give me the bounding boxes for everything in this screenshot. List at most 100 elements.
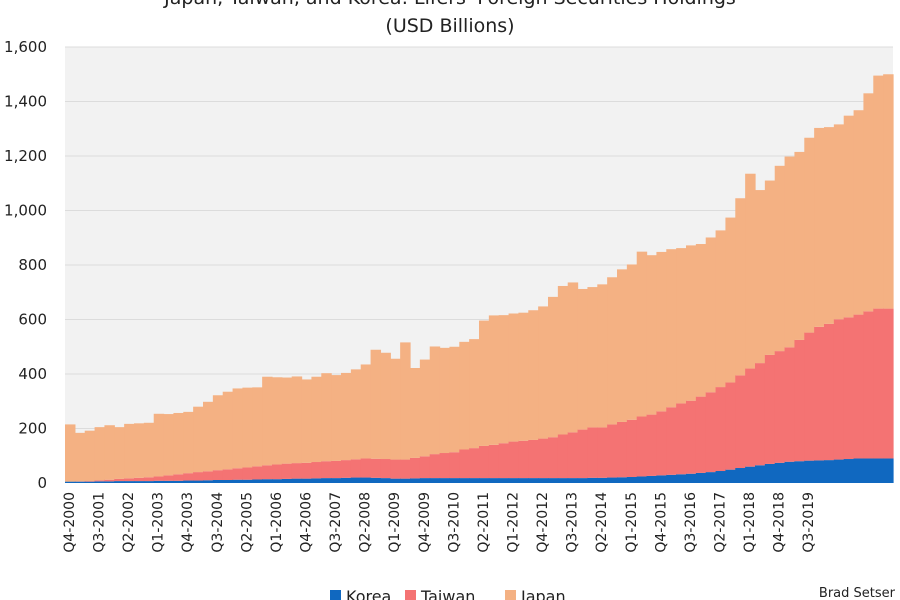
bar-japan xyxy=(705,237,717,393)
bar-taiwan xyxy=(646,414,658,476)
bar-korea xyxy=(153,480,165,483)
bar-japan xyxy=(469,339,480,449)
bar-japan xyxy=(686,245,697,401)
bar-korea xyxy=(735,468,746,483)
bar-taiwan xyxy=(528,439,539,479)
bar-japan xyxy=(784,156,796,348)
bar-taiwan xyxy=(755,363,766,466)
bar-japan xyxy=(666,249,677,408)
bar-taiwan xyxy=(311,462,322,479)
bar-taiwan xyxy=(557,434,569,479)
bar-korea xyxy=(695,472,707,483)
bar-japan xyxy=(479,320,490,446)
bar-korea xyxy=(242,479,253,483)
x-tick-label: Q4-2000 xyxy=(62,492,78,553)
bar-taiwan xyxy=(360,458,372,478)
bar-taiwan xyxy=(350,459,362,478)
bar-japan xyxy=(429,346,441,455)
bar-korea xyxy=(567,478,579,483)
bar-japan xyxy=(439,347,451,454)
bar-korea xyxy=(557,478,569,483)
bar-korea xyxy=(873,458,884,483)
bar-korea xyxy=(173,480,184,483)
bar-korea xyxy=(203,480,214,483)
bar-japan xyxy=(853,110,865,315)
bar-japan xyxy=(173,412,184,475)
bar-korea xyxy=(488,478,500,483)
x-tick-label: Q2-2014 xyxy=(594,492,610,553)
bar-japan xyxy=(124,423,135,479)
bar-taiwan xyxy=(429,454,441,479)
bar-japan xyxy=(883,74,894,309)
bar-japan xyxy=(104,425,115,480)
bar-taiwan xyxy=(824,323,835,461)
bar-japan xyxy=(617,269,628,422)
bar-japan xyxy=(311,376,322,463)
bar-japan xyxy=(193,406,204,473)
bar-korea xyxy=(65,481,76,483)
x-tick-label: Q4-2006 xyxy=(299,492,315,553)
bar-japan xyxy=(626,264,638,420)
bar-japan xyxy=(745,173,756,369)
bar-japan xyxy=(833,124,845,320)
bar-taiwan xyxy=(291,463,303,479)
bar-japan xyxy=(725,217,736,383)
bar-japan xyxy=(380,352,391,460)
bar-japan xyxy=(656,251,667,412)
bar-taiwan xyxy=(695,396,707,473)
legend-swatch-korea xyxy=(330,590,341,600)
bar-taiwan xyxy=(163,475,175,481)
bar-taiwan xyxy=(370,458,382,478)
bar-japan xyxy=(84,430,96,482)
bar-japan xyxy=(449,346,460,453)
bar-japan xyxy=(350,369,362,460)
bar-taiwan xyxy=(498,443,510,479)
bar-japan xyxy=(419,359,431,457)
bar-japan xyxy=(873,75,884,309)
legend: Korea Taiwan Japan xyxy=(330,587,566,600)
bar-korea xyxy=(114,481,125,483)
bar-korea xyxy=(341,477,352,483)
bar-taiwan xyxy=(173,474,184,481)
bar-taiwan xyxy=(183,473,194,481)
bar-korea xyxy=(686,473,697,483)
bar-taiwan xyxy=(538,438,549,479)
bar-korea xyxy=(843,459,855,483)
legend-label-taiwan: Taiwan xyxy=(420,587,475,600)
bar-taiwan xyxy=(262,465,273,480)
bar-korea xyxy=(853,458,865,483)
bar-korea xyxy=(439,478,451,483)
bar-korea xyxy=(479,478,490,483)
bar-taiwan xyxy=(341,460,352,478)
bar-taiwan xyxy=(134,477,145,482)
bar-japan xyxy=(360,364,372,459)
bar-taiwan xyxy=(863,311,874,459)
bar-japan xyxy=(774,165,786,352)
y-tick-label: 400 xyxy=(18,365,47,383)
legend-swatch-taiwan xyxy=(405,590,416,600)
bar-japan xyxy=(153,413,165,477)
bar-taiwan xyxy=(656,411,667,476)
bar-taiwan xyxy=(735,375,746,469)
y-tick-label: 200 xyxy=(18,420,47,438)
bar-korea xyxy=(459,478,470,483)
bar-japan xyxy=(65,424,76,482)
bar-taiwan xyxy=(597,427,608,478)
bar-japan xyxy=(134,423,145,478)
bar-korea xyxy=(804,460,815,483)
bar-korea xyxy=(863,458,874,483)
bar-japan xyxy=(301,379,313,463)
bar-japan xyxy=(331,375,342,461)
y-tick-label: 1,400 xyxy=(4,93,47,111)
bar-taiwan xyxy=(301,462,313,479)
bar-korea xyxy=(380,478,391,483)
bar-korea xyxy=(390,478,401,483)
bar-japan xyxy=(291,376,303,464)
bar-korea xyxy=(715,471,727,483)
bar-korea xyxy=(597,477,608,483)
x-tick-label: Q3-2010 xyxy=(446,492,462,553)
bar-taiwan xyxy=(479,445,490,479)
bar-korea xyxy=(301,478,313,483)
bar-japan xyxy=(183,411,194,474)
